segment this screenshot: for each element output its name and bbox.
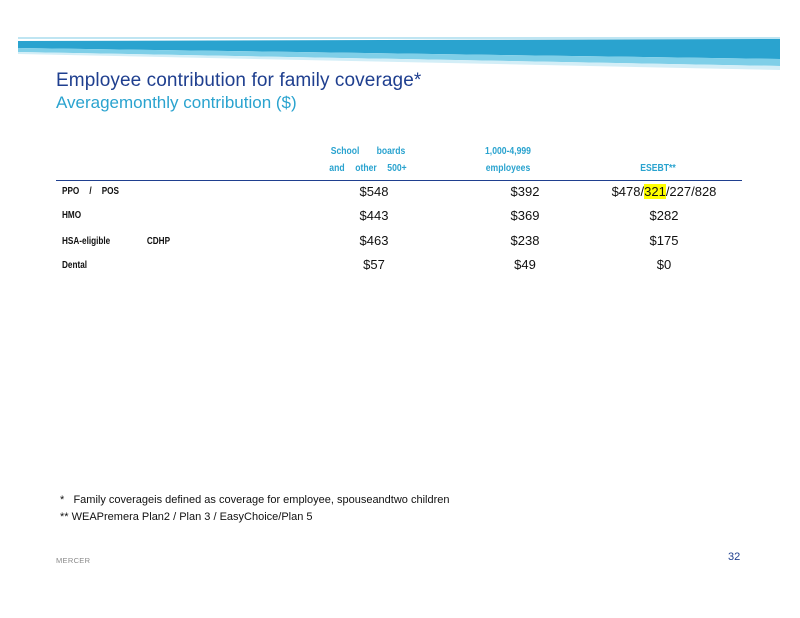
column-header-line2: ESEBT** bbox=[640, 162, 676, 174]
column-header-line1: 1,000-4,999 bbox=[485, 145, 531, 157]
header-band bbox=[18, 37, 780, 70]
table-cell: $369 bbox=[510, 208, 540, 223]
header-divider bbox=[56, 180, 742, 181]
table-cell: $463 bbox=[359, 233, 389, 248]
table-cell: $49 bbox=[514, 257, 536, 272]
table-cell-esebt: $478/321/227/828 bbox=[604, 184, 724, 199]
esebt-value-part: /227/828 bbox=[665, 184, 717, 199]
row-label: HMO bbox=[62, 209, 82, 221]
column-header-line2: employees bbox=[485, 162, 531, 174]
page-number: 32 bbox=[728, 551, 741, 563]
row-label: PPO / POS bbox=[62, 185, 120, 197]
row-label: Dental bbox=[62, 259, 88, 271]
column-header-school-boards: School boards and other 500+ bbox=[311, 143, 426, 177]
esebt-value-part: $478/ bbox=[611, 184, 645, 199]
column-header-line2: and other 500+ bbox=[329, 162, 407, 174]
table-cell: $548 bbox=[359, 184, 389, 199]
column-header-employees: 1,000-4,999 employees bbox=[459, 143, 557, 177]
esebt-value-part: $282 bbox=[649, 208, 679, 223]
row-label: HSA-eligible CDHP bbox=[62, 235, 171, 247]
table-cell-esebt: $175 bbox=[604, 233, 724, 248]
column-header-line1 bbox=[609, 143, 707, 160]
page-title: Employee contribution for family coverag… bbox=[56, 70, 422, 91]
table-cell-esebt: $282 bbox=[604, 208, 724, 223]
table-cell-esebt: $0 bbox=[604, 257, 724, 272]
column-header-line1: School boards bbox=[330, 145, 406, 157]
brand-logo: MERCER bbox=[56, 556, 91, 565]
table-cell: $57 bbox=[363, 257, 385, 272]
column-header-esebt: ESEBT** bbox=[609, 143, 707, 177]
highlighted-value: 321 bbox=[644, 184, 666, 199]
footnote: ** WEAPremera Plan2 / Plan 3 / EasyChoic… bbox=[60, 511, 313, 523]
page-subtitle: Averagemonthly contribution ($) bbox=[56, 93, 297, 112]
table-cell: $443 bbox=[359, 208, 389, 223]
esebt-value-part: $175 bbox=[649, 233, 679, 248]
esebt-value-part: $0 bbox=[656, 257, 672, 272]
table-cell: $238 bbox=[510, 233, 540, 248]
footnote: * Family coverageis defined as coverage … bbox=[60, 494, 450, 506]
table-cell: $392 bbox=[510, 184, 540, 199]
